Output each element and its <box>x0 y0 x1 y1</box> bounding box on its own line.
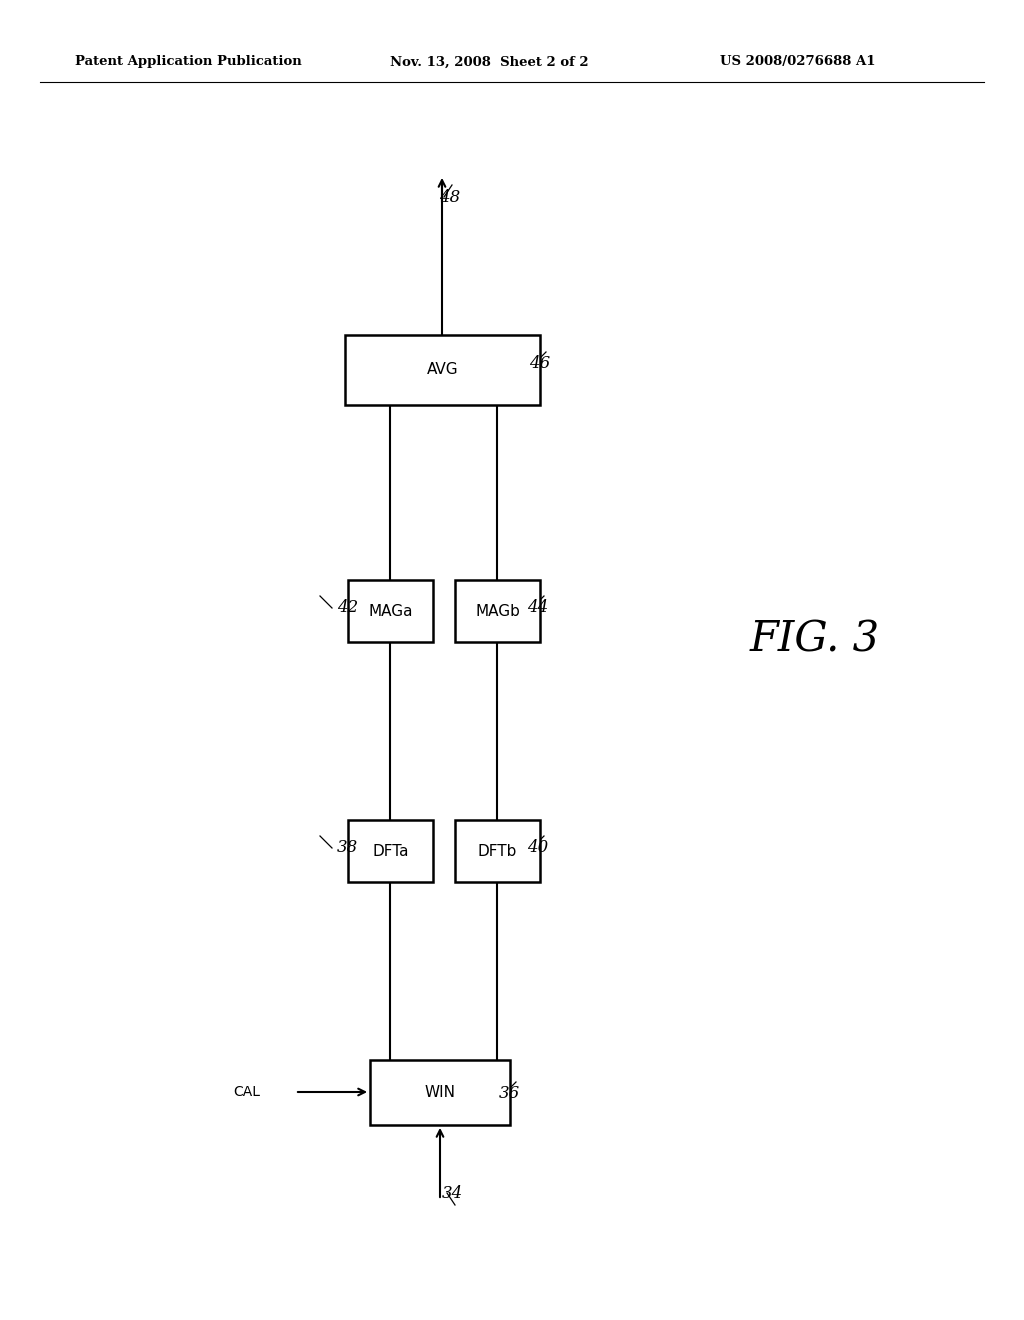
Text: 40: 40 <box>527 840 548 857</box>
Text: 42: 42 <box>337 599 358 616</box>
Text: Patent Application Publication: Patent Application Publication <box>75 55 302 69</box>
Text: 38: 38 <box>337 840 358 857</box>
Text: DFTa: DFTa <box>373 843 409 858</box>
Text: 36: 36 <box>499 1085 520 1102</box>
Text: WIN: WIN <box>425 1085 456 1100</box>
Bar <box>348 820 433 882</box>
Text: AVG: AVG <box>427 363 459 378</box>
Bar <box>348 579 433 642</box>
Text: Nov. 13, 2008  Sheet 2 of 2: Nov. 13, 2008 Sheet 2 of 2 <box>390 55 589 69</box>
Text: 44: 44 <box>527 599 548 616</box>
Bar <box>370 1060 510 1125</box>
Text: 34: 34 <box>442 1184 463 1201</box>
Text: US 2008/0276688 A1: US 2008/0276688 A1 <box>720 55 876 69</box>
Text: MAGa: MAGa <box>369 603 413 619</box>
Bar <box>345 335 540 405</box>
Text: MAGb: MAGb <box>475 603 520 619</box>
Text: 46: 46 <box>529 355 550 372</box>
Bar <box>455 579 540 642</box>
Text: CAL: CAL <box>233 1085 260 1100</box>
Text: 48: 48 <box>439 189 460 206</box>
Text: DFTb: DFTb <box>478 843 517 858</box>
Text: FIG. 3: FIG. 3 <box>750 619 880 661</box>
Bar <box>455 820 540 882</box>
